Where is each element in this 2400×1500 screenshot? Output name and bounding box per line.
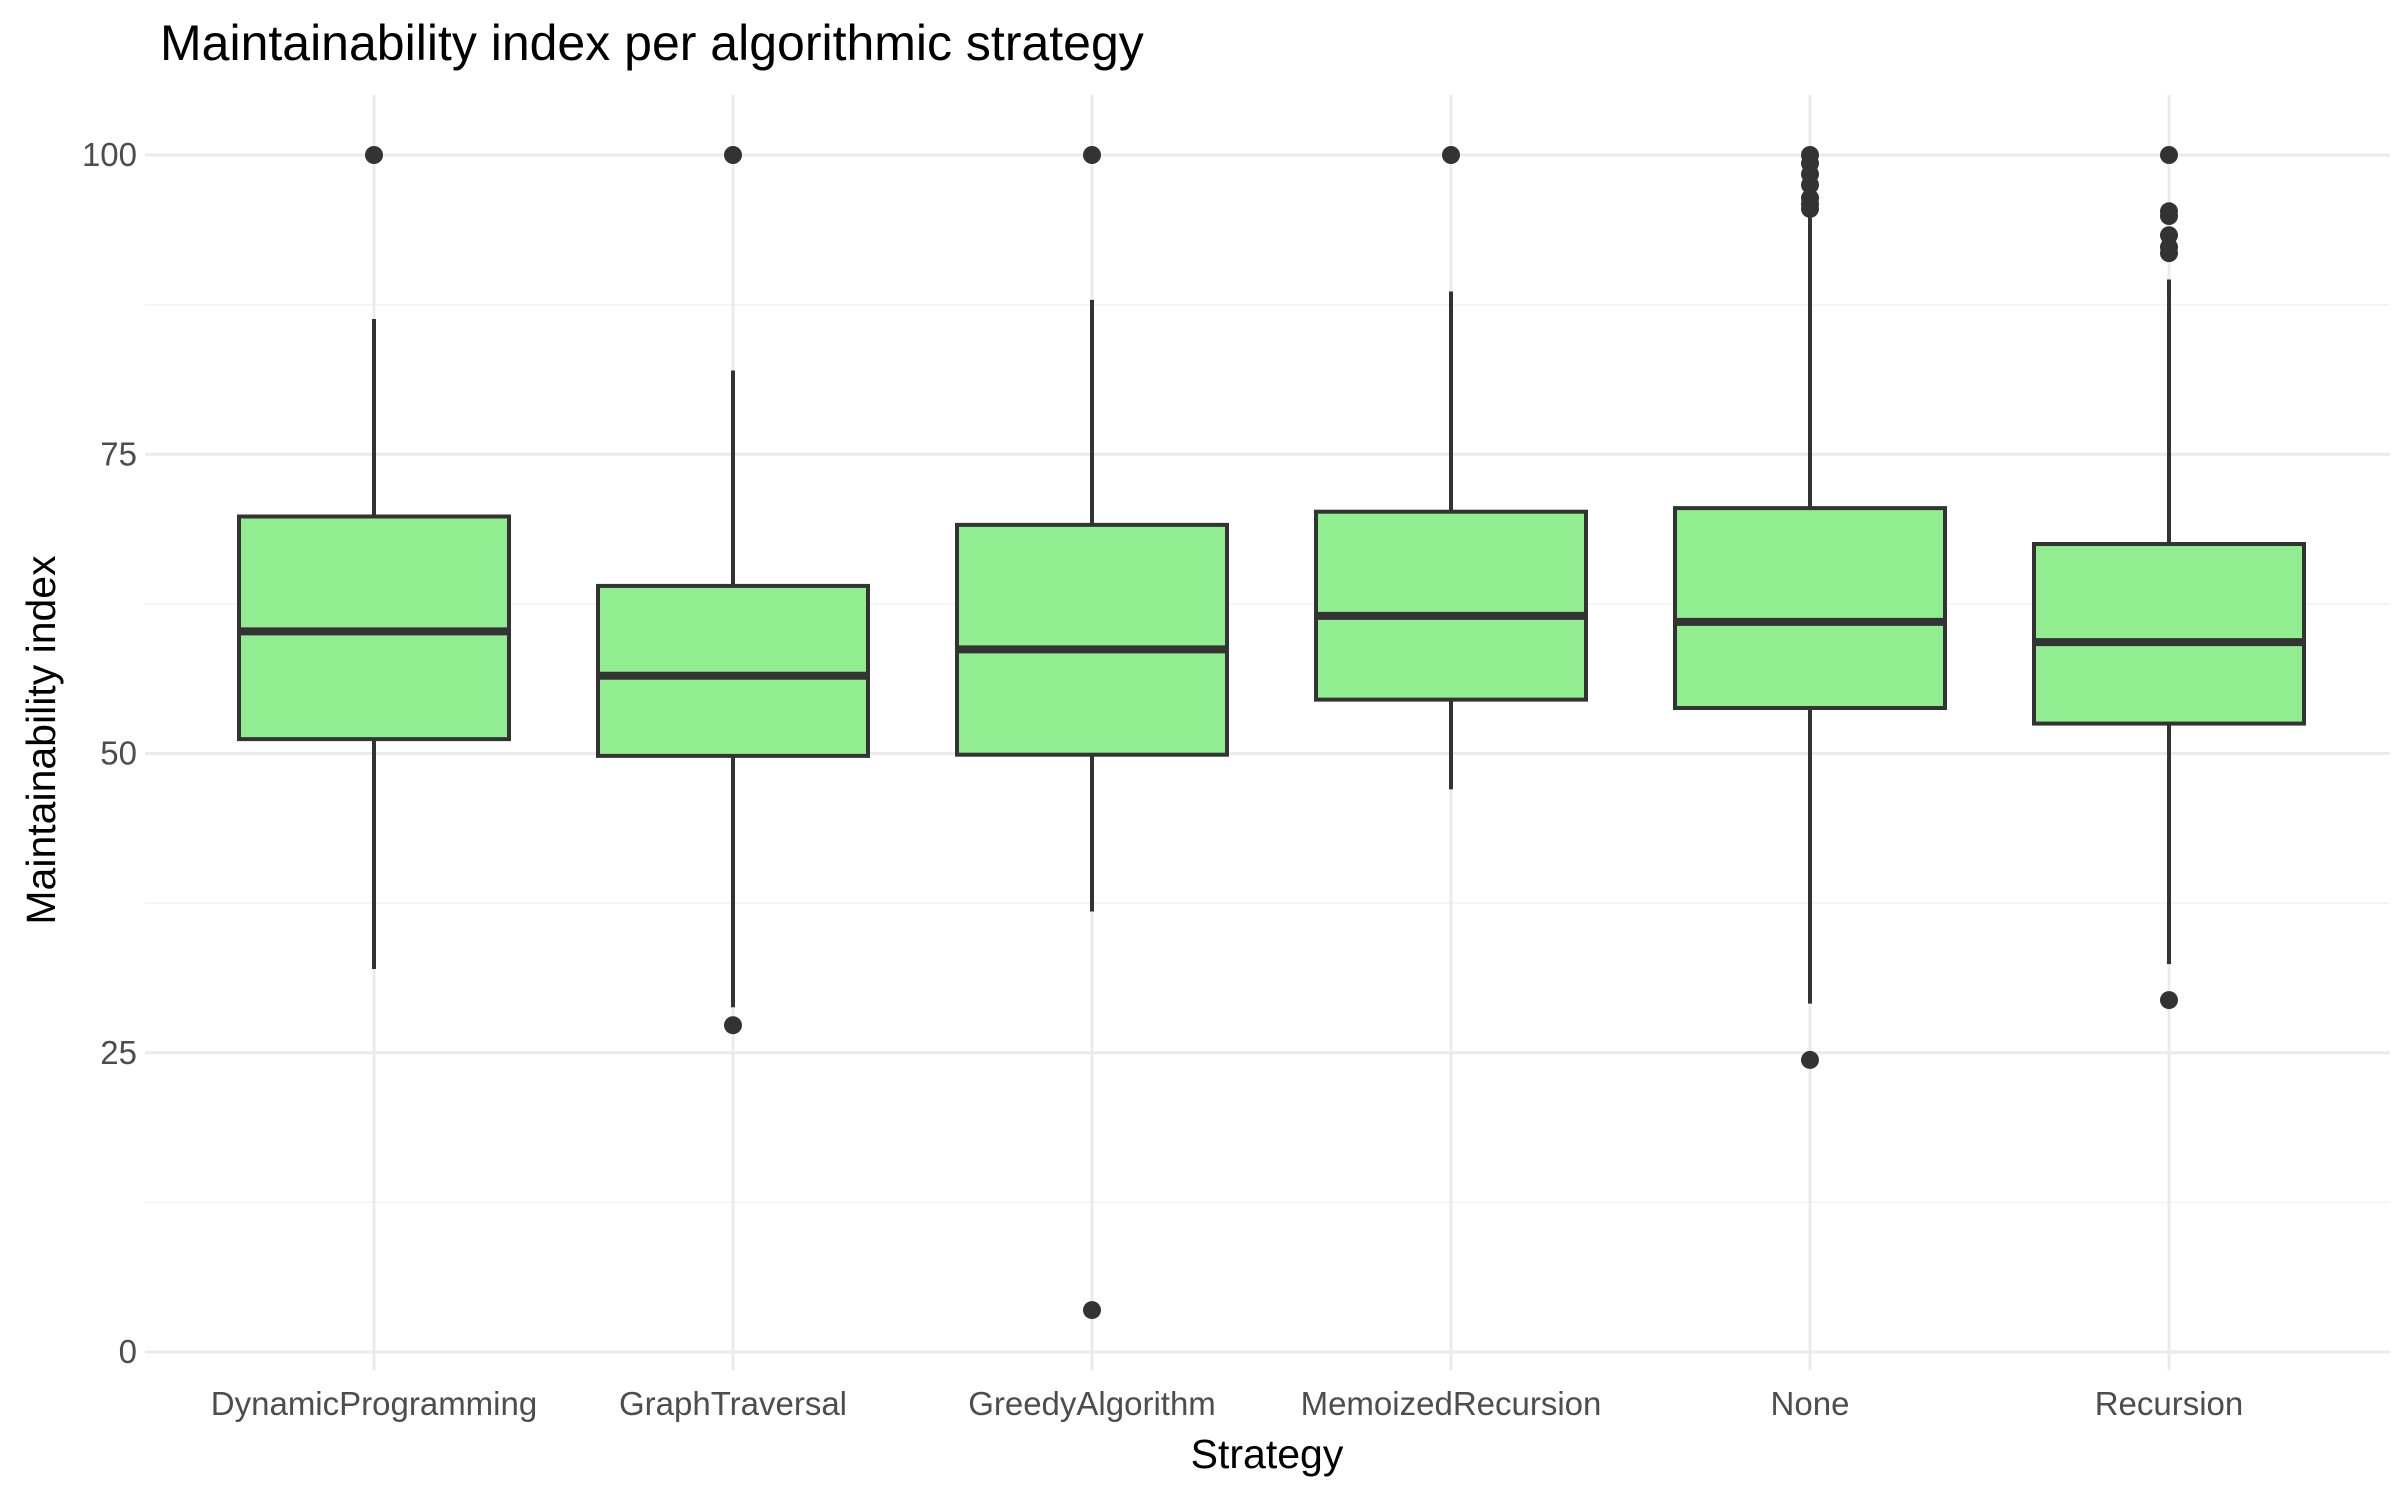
outlier-point: [2160, 991, 2178, 1010]
x-axis-ticks: DynamicProgramming GraphTraversal GreedyAl…: [211, 1385, 2244, 1422]
outlier-point: [1801, 1050, 1819, 1069]
box-Recursion: [2032, 146, 2306, 1010]
box-iqr: [1314, 509, 1588, 702]
y-tick-label: 75: [100, 435, 137, 472]
outlier-point: [1442, 146, 1460, 164]
y-tick-label: 100: [82, 136, 137, 173]
outlier-point: [2160, 146, 2178, 164]
box-iqr: [596, 583, 870, 758]
y-tick-label: 0: [119, 1333, 137, 1370]
x-tick-label: GraphTraversal: [619, 1385, 847, 1422]
outlier-point: [1083, 1301, 1101, 1320]
box-MemoizedRecursion: [1314, 146, 1588, 790]
box-iqr: [955, 522, 1229, 757]
box-None: [1673, 146, 1947, 1069]
x-axis-title: Strategy: [1191, 1431, 1344, 1477]
box-series: [237, 146, 2306, 1320]
outlier-point: [2160, 207, 2178, 226]
outlier-point: [724, 146, 742, 164]
outlier-point: [365, 146, 383, 164]
box-iqr: [1673, 506, 1947, 711]
y-axis-title: Maintainability index: [18, 555, 64, 925]
box-GraphTraversal: [596, 146, 870, 1035]
x-tick-label: MemoizedRecursion: [1301, 1385, 1602, 1422]
box-DynamicProgramming: [237, 146, 511, 969]
x-tick-label: GreedyAlgorithm: [968, 1385, 1216, 1422]
box-iqr: [2032, 542, 2306, 726]
outlier-point: [2160, 244, 2178, 263]
outlier-point: [724, 1016, 742, 1035]
outlier-point: [1801, 175, 1819, 194]
outlier-point: [1801, 199, 1819, 218]
y-tick-label: 25: [100, 1034, 137, 1071]
x-tick-label: DynamicProgramming: [211, 1385, 537, 1422]
y-axis-ticks: 0 25 50 75 100: [82, 136, 137, 1370]
x-tick-label: None: [1771, 1385, 1850, 1422]
y-tick-label: 50: [100, 735, 137, 772]
x-tick-label: Recursion: [2095, 1385, 2244, 1422]
chart-title: Maintainability index per algorithmic st…: [160, 15, 1144, 71]
box-GreedyAlgorithm: [955, 146, 1229, 1320]
outlier-point: [1083, 146, 1101, 164]
